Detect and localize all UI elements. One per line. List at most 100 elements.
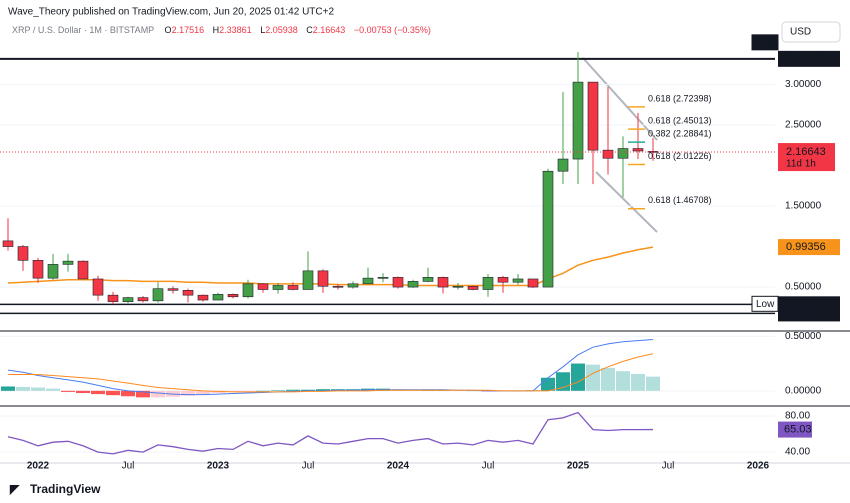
- candle-body: [77, 260, 89, 280]
- y-tick-label: 0.50000: [785, 331, 822, 342]
- level-value: 0.17468: [786, 307, 826, 319]
- y-tick-label: 0.50000: [785, 282, 822, 293]
- signal-line: [8, 353, 654, 393]
- y-tick-label: 40.00: [785, 447, 810, 458]
- ohlc-value: 2.05938: [265, 25, 298, 35]
- rsi-label: 65.03: [784, 423, 812, 435]
- macd-histogram: [256, 390, 270, 392]
- candle-body: [602, 149, 614, 159]
- brand: TradingView: [30, 482, 101, 496]
- ma-label: 0.99356: [786, 241, 826, 253]
- candle-body: [182, 290, 194, 296]
- candle-body: [512, 278, 524, 283]
- ohlc-letter: H: [213, 25, 220, 35]
- y-tick-label: 0.00000: [785, 385, 822, 396]
- macd-histogram: [466, 390, 480, 392]
- price-label: 2.16643: [786, 146, 826, 158]
- candle-body: [377, 277, 389, 279]
- candle-body: [347, 283, 359, 288]
- macd-histogram: [196, 390, 210, 395]
- level-box: [778, 50, 840, 67]
- candle-body: [92, 278, 104, 296]
- macd-histogram: [181, 390, 195, 396]
- x-tick-label: 2022: [27, 461, 50, 472]
- moving-average: [7, 246, 654, 287]
- macd-histogram: [271, 390, 285, 391]
- macd-histogram: [211, 390, 225, 393]
- level-box: [778, 305, 840, 322]
- candle-body: [482, 277, 494, 290]
- candle-body: [122, 297, 134, 302]
- rsi-line: [7, 411, 654, 455]
- candle-body: [557, 158, 569, 172]
- macd-histogram: [46, 388, 60, 391]
- macd-histogram: [286, 389, 300, 391]
- x-tick-label: 2023: [207, 461, 230, 472]
- fib-label: 0.618 (1.46708): [648, 195, 712, 205]
- level-name: High: [756, 37, 777, 48]
- macd-histogram: [61, 390, 75, 392]
- fib-label: 0.618 (2.01226): [648, 151, 712, 161]
- ohlc-value: 2.33861: [219, 25, 252, 35]
- macd-histogram: [226, 390, 240, 392]
- candle-body: [2, 240, 14, 247]
- macd-histogram: [241, 390, 255, 392]
- rsi-label-box: [778, 421, 812, 438]
- candle-body: [467, 285, 479, 290]
- candle-body: [407, 281, 419, 288]
- x-tick-label: Jul: [122, 461, 135, 472]
- macd-histogram: [16, 387, 30, 391]
- y-tick-label: 1.50000: [785, 201, 822, 212]
- fib-label: 0.382 (2.28841): [648, 129, 712, 139]
- candle-body: [422, 277, 434, 282]
- macd-histogram: [631, 373, 645, 391]
- candle-body: [302, 270, 314, 290]
- ohlc-letter: L: [260, 25, 265, 35]
- x-tick-label: 2024: [387, 461, 410, 472]
- macd-histogram: [106, 390, 120, 396]
- candle-body: [62, 260, 74, 265]
- level-name-box: [751, 295, 779, 312]
- brand-logo: ◤: [9, 482, 20, 496]
- channel-line: [582, 57, 658, 141]
- candle-body: [572, 81, 584, 160]
- candle-body: [452, 285, 464, 288]
- channel-line: [595, 171, 658, 233]
- symbol-header: XRP / U.S. Dollar · 1M · BITSTAMP O2.175…: [12, 25, 431, 35]
- candle-body: [107, 294, 119, 302]
- macd-histogram: [541, 377, 555, 391]
- candle-body: [437, 277, 449, 288]
- candle-body: [527, 278, 539, 288]
- candle-body: [17, 246, 29, 261]
- candle-body: [317, 270, 329, 287]
- currency: USD: [790, 27, 811, 38]
- price-box: [778, 143, 835, 172]
- candle-body: [47, 264, 59, 279]
- candle-body: [587, 81, 599, 151]
- x-tick-label: Jul: [662, 461, 675, 472]
- candle-body: [617, 148, 629, 159]
- x-tick-label: 2026: [747, 461, 770, 472]
- fib-label: 0.618 (2.72398): [648, 93, 712, 103]
- macd-histogram: [91, 390, 105, 395]
- candle-body: [197, 294, 209, 301]
- macd-histogram: [151, 390, 165, 398]
- ohlc-value: 2.17516: [172, 25, 205, 35]
- countdown: 11d 1h: [786, 159, 816, 170]
- candle-body: [137, 297, 149, 302]
- candle-body: [497, 277, 509, 283]
- macd-histogram: [121, 390, 135, 397]
- candle-body: [332, 285, 344, 288]
- candle-body: [542, 170, 554, 288]
- macd-histogram: [571, 363, 585, 391]
- level-name-box: [751, 34, 779, 51]
- ma-label-box: [778, 239, 840, 256]
- candle-body: [32, 260, 44, 279]
- candle-body: [362, 277, 374, 285]
- macd-histogram: [301, 389, 315, 391]
- level-value: 3.31700: [786, 53, 826, 65]
- ohlc-letter: O: [165, 25, 172, 35]
- candle-body: [632, 148, 644, 152]
